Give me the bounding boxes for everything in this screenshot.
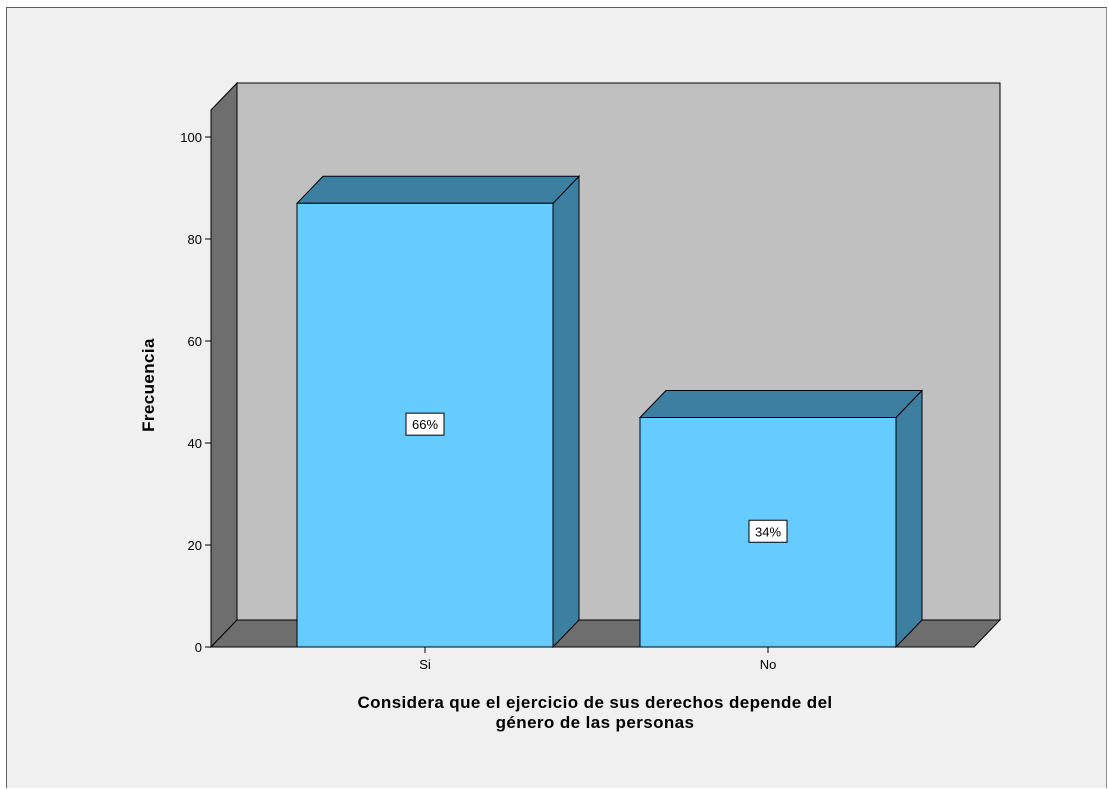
bar-side bbox=[552, 175, 580, 649]
bar-chart: 0 20 40 60 80 100 66% 34% Si No Frecuencia Cons… bbox=[139, 81, 1002, 732]
left-wall bbox=[210, 81, 238, 649]
data-label: 66% bbox=[412, 417, 438, 432]
bar-no: 34% bbox=[638, 389, 924, 649]
data-label-box bbox=[405, 412, 445, 436]
bar-top bbox=[638, 390, 924, 418]
data-label: 34% bbox=[755, 524, 781, 539]
data-label-box bbox=[748, 519, 788, 543]
bar-si: 66% bbox=[295, 175, 581, 649]
bar-top bbox=[295, 175, 581, 204]
chart-frame: 0 20 40 60 80 100 66% 34% Si No Frecuencia Cons… bbox=[6, 7, 1107, 788]
y-tick-label: 100 bbox=[180, 130, 202, 145]
bars: 66% 34% bbox=[295, 175, 924, 649]
y-tick-label: 40 bbox=[188, 436, 202, 451]
x-axis-title-line-2: género de las personas bbox=[496, 713, 695, 732]
x-tick-label: No bbox=[760, 657, 777, 672]
y-tick-label: 80 bbox=[188, 232, 202, 247]
x-tick-label: Si bbox=[419, 657, 431, 672]
y-axis-title: Frecuencia bbox=[139, 338, 158, 432]
y-tick-label: 20 bbox=[188, 538, 202, 553]
y-tick-label: 0 bbox=[195, 640, 202, 655]
x-axis-title-line-1: Considera que el ejercicio de sus derech… bbox=[357, 693, 832, 712]
bar-side bbox=[895, 389, 923, 649]
y-axis: 0 20 40 60 80 100 bbox=[180, 127, 212, 655]
x-axis: Si No bbox=[419, 647, 776, 672]
y-tick-label: 60 bbox=[188, 334, 202, 349]
